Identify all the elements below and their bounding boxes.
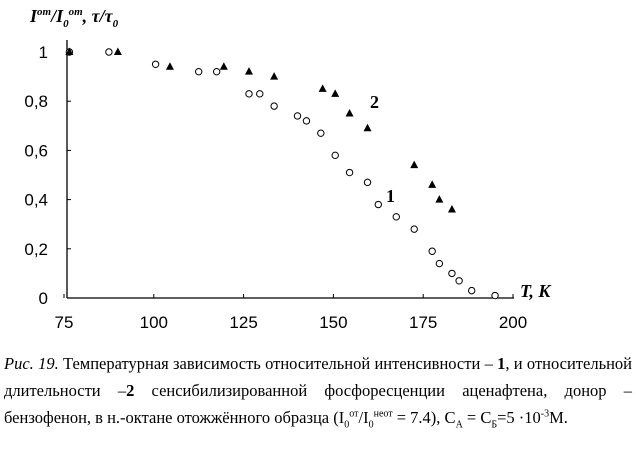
point xyxy=(345,168,354,177)
caption-part: = 7.4), C xyxy=(392,408,456,427)
y-axis-label-part: от xyxy=(69,6,84,18)
point xyxy=(467,286,476,295)
caption-part: , и относительной длительности – xyxy=(4,354,633,400)
y-axis-label-part: 0 xyxy=(63,18,69,30)
point xyxy=(491,291,499,300)
caption-part: Температурная зависимость относительной … xyxy=(58,354,498,373)
point xyxy=(151,60,160,69)
caption-part: 2 xyxy=(126,381,135,400)
point xyxy=(410,160,419,169)
x-tick-label: 75 xyxy=(55,313,74,332)
y-axis-label: Iот/I0от, τ/τ0 xyxy=(29,6,119,30)
point xyxy=(455,277,463,285)
caption-part: M. xyxy=(549,408,568,427)
chart: Iот/I0от, τ/τ0 T, K 75 100 125 150 175 20000,… xyxy=(24,6,552,332)
point xyxy=(256,90,264,98)
caption-part: Рис. 19. xyxy=(4,354,59,373)
point xyxy=(317,129,325,137)
point xyxy=(318,84,327,92)
point xyxy=(428,180,437,188)
y-tick-label: 1 xyxy=(39,43,48,62)
point xyxy=(363,178,372,187)
y-tick-label: 0,2 xyxy=(24,240,48,259)
x-tick-label: 200 xyxy=(499,313,527,332)
series-label: 1 xyxy=(386,186,395,206)
caption-part: -3 xyxy=(540,408,550,420)
point xyxy=(410,225,418,233)
x-tick-label: 100 xyxy=(140,313,168,332)
point xyxy=(165,62,174,70)
point xyxy=(374,200,382,209)
y-axis-label-part: /I xyxy=(49,6,64,26)
point xyxy=(363,123,372,132)
point xyxy=(345,109,354,117)
point xyxy=(270,102,278,110)
x-tick-label: 150 xyxy=(319,313,347,332)
y-axis-label-part: , τ/τ xyxy=(82,6,114,26)
caption-part: = C xyxy=(462,408,492,427)
point xyxy=(270,72,279,80)
caption-part: /I xyxy=(358,408,369,427)
point xyxy=(212,67,221,76)
y-tick-label: 0,6 xyxy=(24,141,48,160)
point xyxy=(219,62,228,70)
caption-part: А xyxy=(455,419,463,431)
point xyxy=(105,48,113,56)
point xyxy=(392,213,400,221)
y-axis-label-part: I xyxy=(29,6,38,26)
point xyxy=(113,47,122,55)
y-tick-label: 0,8 xyxy=(24,92,48,111)
caption-part: =5 ·10 xyxy=(497,408,541,427)
point xyxy=(447,204,456,213)
caption-part: неот xyxy=(373,408,393,420)
point xyxy=(331,151,339,160)
point xyxy=(428,247,436,255)
point xyxy=(435,195,444,203)
point xyxy=(448,269,456,278)
caption-part: 0 xyxy=(368,419,374,431)
x-tick-label: 125 xyxy=(229,313,257,332)
y-axis-label-part: 0 xyxy=(113,18,119,30)
caption-part: от xyxy=(349,408,359,420)
caption-part: 0 xyxy=(344,419,350,431)
point xyxy=(195,67,203,76)
caption-part: 1 xyxy=(497,354,506,373)
caption-part: сенсибилизированной фосфоресценции ацена… xyxy=(4,381,632,427)
point xyxy=(435,259,444,268)
point xyxy=(65,47,74,55)
point xyxy=(245,90,253,98)
caption: Рис. 19. Температурная зависимость относ… xyxy=(4,350,632,431)
x-axis-label: T, K xyxy=(520,281,552,301)
series-label: 2 xyxy=(370,92,379,112)
y-axis-label-part: от xyxy=(37,6,52,18)
x-tick-label: 175 xyxy=(409,313,437,332)
point xyxy=(331,89,340,97)
y-tick-label: 0 xyxy=(39,289,48,308)
caption-part: Б xyxy=(491,419,498,431)
point xyxy=(244,67,253,75)
y-tick-label: 0,4 xyxy=(24,191,48,210)
point xyxy=(302,117,311,125)
point xyxy=(293,112,302,120)
